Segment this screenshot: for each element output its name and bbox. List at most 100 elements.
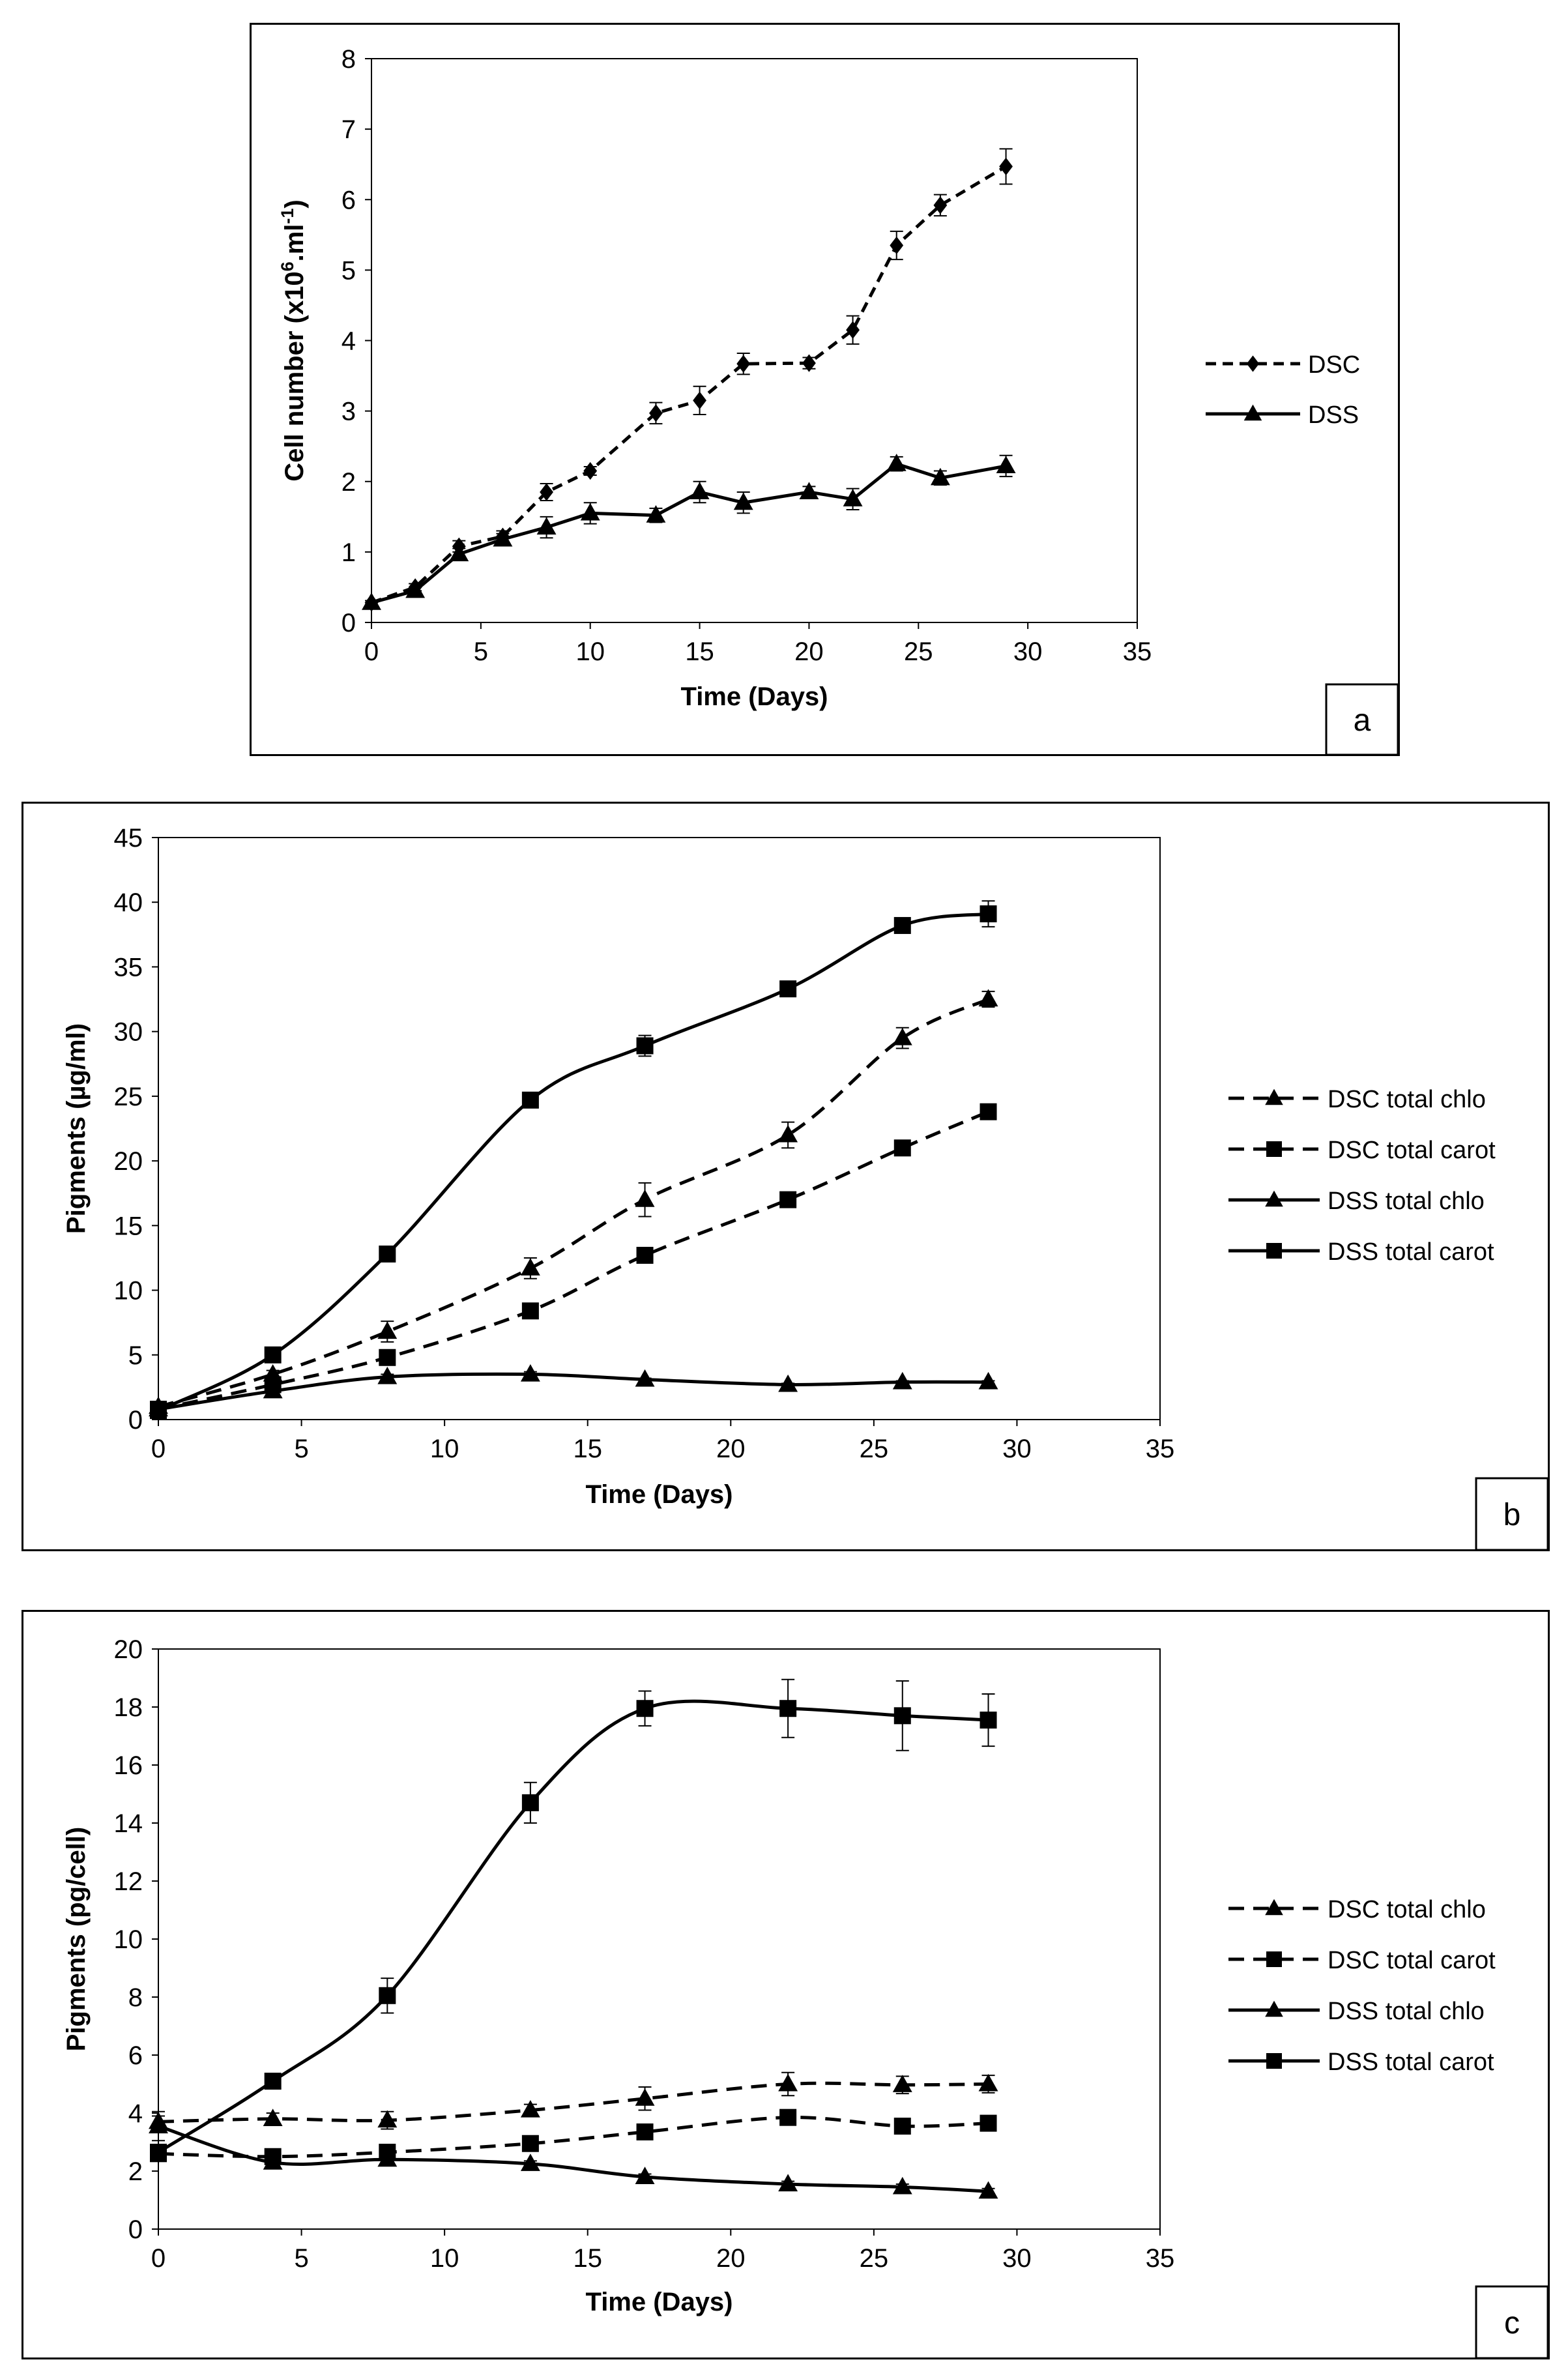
legend-label: DSS total chlo — [1328, 1188, 1485, 1215]
data-point-triangle — [362, 592, 381, 610]
x-tick-label: 10 — [430, 1435, 459, 1463]
y-axis-title: Cell number (x106.ml-1) — [278, 199, 309, 482]
x-tick-label: 20 — [716, 1435, 746, 1463]
data-point-triangle — [886, 454, 907, 471]
data-point-triangle — [778, 2174, 798, 2192]
y-tick-label: 0 — [341, 609, 356, 637]
data-point-triangle — [377, 2149, 398, 2167]
legend-entry: DSS total carot — [1228, 2049, 1494, 2076]
x-tick-label: 15 — [685, 637, 714, 666]
y-tick-label: 15 — [114, 1212, 143, 1240]
legend-entry: DSC total chlo — [1228, 1896, 1486, 1923]
y-tick-label: 35 — [114, 953, 143, 982]
data-point-square — [150, 1402, 167, 1420]
y-tick-label: 18 — [114, 1693, 143, 1722]
legend-label: DSC — [1308, 351, 1360, 379]
data-point-triangle — [635, 2088, 655, 2106]
data-point-triangle — [978, 989, 998, 1007]
data-point-triangle — [580, 503, 600, 521]
data-point-triangle — [778, 1124, 798, 1143]
data-point-square — [980, 1103, 997, 1120]
x-tick-label: 30 — [1002, 1435, 1032, 1463]
series-line — [158, 1372, 989, 1411]
y-tick-label: 10 — [114, 1277, 143, 1306]
legend-marker-square — [1266, 1141, 1282, 1157]
x-tick-label: 5 — [474, 637, 488, 666]
data-point-triangle — [930, 467, 950, 486]
legend-marker-triangle — [1265, 2000, 1283, 2017]
plot-area-frame — [158, 837, 1161, 1420]
data-point-triangle — [799, 482, 819, 500]
series-line — [371, 165, 1007, 605]
y-tick-label: 30 — [114, 1018, 143, 1047]
data-point-diamond — [890, 236, 904, 255]
plot-area-frame — [371, 58, 1138, 623]
panel-label: c — [1504, 2306, 1520, 2341]
legend-label: DSS total carot — [1328, 2049, 1494, 2076]
data-point-triangle — [635, 1369, 655, 1387]
y-tick-label: 5 — [341, 256, 356, 285]
data-point-diamond — [846, 321, 860, 339]
y-tick-label: 20 — [114, 1635, 143, 1664]
legend-marker-square — [1266, 1951, 1282, 1967]
legend-marker-square — [1266, 2053, 1282, 2069]
data-point-square — [379, 1987, 396, 2004]
legend-entry: DSC — [1206, 351, 1360, 379]
data-point-triangle — [733, 492, 753, 510]
x-tick-label: 35 — [1146, 1435, 1175, 1463]
data-point-triangle — [892, 2176, 912, 2195]
x-tick-label: 0 — [151, 2244, 166, 2273]
series-line — [158, 1110, 989, 1411]
data-point-triangle — [978, 2073, 998, 2092]
y-tick-label: 45 — [114, 824, 143, 853]
y-axis-title-superscript: -1 — [278, 209, 297, 224]
data-point-triangle — [377, 1321, 398, 1339]
series-line — [157, 1699, 989, 2154]
data-point-square — [779, 1700, 797, 1717]
legend-marker-triangle — [1265, 1088, 1283, 1105]
series-line — [158, 2116, 989, 2159]
x-tick-label: 0 — [151, 1435, 166, 1463]
legend-label: DSS total chlo — [1328, 1998, 1485, 2025]
data-point-square — [893, 1707, 911, 1725]
series-line — [158, 2081, 989, 2124]
data-point-diamond — [693, 391, 706, 410]
legend-entry: DSC total carot — [1228, 1137, 1496, 1164]
y-tick-label: 25 — [114, 1083, 143, 1111]
data-point-square — [779, 980, 797, 998]
data-point-triangle — [536, 517, 557, 535]
data-point-square — [893, 916, 911, 934]
legend-label: DSC total carot — [1328, 1947, 1496, 1974]
legend-label: DSC total chlo — [1328, 1896, 1486, 1923]
x-tick-label: 15 — [573, 1435, 602, 1463]
panel-label: a — [1354, 703, 1371, 738]
y-tick-label: 16 — [114, 1751, 143, 1780]
data-point-square — [779, 2109, 797, 2126]
legend-marker-triangle — [1265, 1190, 1283, 1207]
x-tick-label: 5 — [294, 2244, 308, 2273]
series-line — [157, 912, 989, 1412]
data-point-diamond — [933, 196, 948, 214]
data-point-diamond — [540, 483, 553, 501]
y-tick-label: 8 — [128, 1983, 143, 2012]
legend-label: DSS — [1308, 401, 1359, 429]
y-tick-label: 20 — [114, 1147, 143, 1176]
legend-entry: DSS total chlo — [1228, 1188, 1485, 1215]
data-point-triangle — [778, 2073, 798, 2092]
y-tick-label: 5 — [128, 1341, 143, 1370]
data-point-square — [980, 905, 997, 923]
series-dss-total-carot — [150, 1678, 997, 2161]
x-axis-title: Time (Days) — [680, 682, 828, 711]
legend-label: DSS total carot — [1328, 1238, 1494, 1266]
data-point-triangle — [978, 1371, 998, 1390]
x-tick-label: 25 — [904, 637, 933, 666]
y-axis-title-part: ) — [280, 199, 309, 208]
y-axis-title: Pigments (pg/cell) — [62, 1827, 91, 2052]
chart-a: 0 1 2 3 4 5 6 7 8 0 5 10 15 20 25 30 35 Time (Days) Cell n… — [278, 45, 1399, 756]
y-tick-label: 0 — [128, 1406, 143, 1435]
data-point-square — [980, 2114, 997, 2132]
panel-label: b — [1503, 1498, 1521, 1532]
series-dss-total-carot — [150, 900, 997, 1420]
series-dss-total-chlo — [149, 2110, 998, 2199]
y-tick-label: 4 — [128, 2099, 143, 2128]
